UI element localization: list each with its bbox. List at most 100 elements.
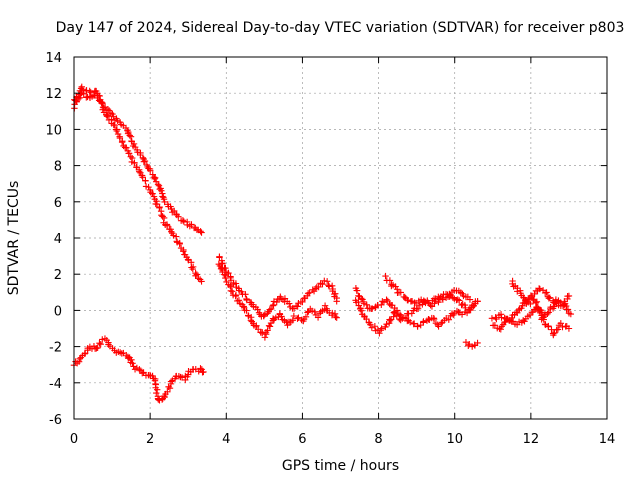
isolated-cluster-point (462, 339, 470, 346)
right-trace-a-point (358, 295, 365, 302)
upper-trace-a-point (161, 198, 168, 206)
y-tick-label: -6 (49, 413, 62, 428)
far-right-trace-c-point (538, 316, 545, 323)
right-trace-b-point (368, 324, 376, 331)
right-trace-c-point (422, 298, 429, 306)
lower-trace-point (125, 355, 132, 362)
lower-trace-point (178, 374, 186, 381)
upper-trace-b-point (119, 137, 126, 145)
mid-trace-a-point (323, 278, 331, 285)
right-trace-a-point (410, 320, 418, 327)
upper-trace-b-point (189, 265, 196, 273)
right-trace-a-point (406, 318, 414, 326)
mid-trace-a-point (285, 300, 293, 307)
upper-trace-a-point (175, 213, 182, 220)
lower-trace-point (139, 369, 146, 377)
upper-trace-b-point (198, 278, 205, 285)
upper-trace-b-point (159, 213, 166, 220)
mid-trace-b-point (227, 282, 234, 290)
far-right-trace-c-point (527, 300, 534, 308)
right-trace-a-point (396, 311, 404, 318)
far-right-trace-c-point (551, 299, 558, 307)
mid-trace-a-point (306, 289, 313, 296)
right-trace-b-point (367, 321, 374, 328)
mid-trace-b-point (290, 312, 298, 320)
right-trace-a-point (438, 319, 445, 327)
y-tick-label: 12 (45, 87, 62, 102)
far-right-trace-a-point (535, 285, 543, 292)
upper-trace-a-point (154, 181, 162, 188)
x-tick-label: 6 (298, 432, 306, 447)
right-trace-a-point (360, 300, 368, 307)
mid-trace-b-point (328, 311, 336, 319)
upper-trace-b-point (136, 168, 143, 175)
lower-trace-point (129, 360, 136, 367)
upper-trace-b-point (164, 222, 171, 229)
right-trace-c-point (404, 296, 412, 304)
far-right-trace-a-point (541, 289, 549, 297)
upper-trace-a-point (124, 127, 131, 134)
upper-trace-b-point (104, 112, 111, 119)
far-right-trace-a-point (514, 309, 521, 316)
x-tick-label: 8 (374, 432, 382, 447)
lower-trace-point (94, 344, 101, 352)
upper-trace-b-point (131, 159, 138, 166)
upper-trace-a-point (141, 157, 149, 165)
x-axis-label: GPS time / hours (282, 458, 399, 474)
upper-trace-b-point (75, 95, 82, 103)
lower-trace-point (200, 368, 207, 376)
upper-trace-b-point (142, 177, 149, 185)
grid (74, 57, 607, 419)
upper-trace-b-point (180, 248, 187, 255)
lower-trace-point (76, 355, 84, 363)
y-tick-label: -4 (49, 377, 62, 392)
upper-trace-a-point (151, 174, 159, 181)
right-trace-b-point (376, 330, 383, 337)
mid-trace-b-point (304, 309, 311, 316)
right-trace-b-point (402, 314, 410, 322)
mid-trace-b-point (311, 308, 318, 316)
y-tick-label: 6 (54, 196, 62, 211)
y-tick-label: 2 (54, 268, 62, 283)
mid-trace-b-point (222, 274, 229, 282)
upper-trace-a-point (158, 187, 165, 194)
upper-trace-b-point (76, 94, 84, 101)
right-trace-c-point (397, 289, 404, 296)
upper-trace-b-point (139, 174, 146, 181)
far-right-trace-b-point (545, 323, 552, 330)
right-trace-c-point (431, 297, 439, 305)
far-right-trace-c-point (564, 306, 572, 313)
mid-trace-a-point (319, 280, 326, 288)
lower-trace-point (197, 365, 204, 372)
right-trace-c-point (427, 301, 434, 309)
right-trace-b-point (358, 307, 365, 314)
upper-trace-a-point (188, 221, 195, 228)
mid-trace-a-point (299, 298, 306, 306)
right-trace-a-point (453, 307, 461, 315)
mid-trace-a-point (255, 309, 263, 316)
mid-trace-b-point (333, 314, 340, 321)
upper-trace-b-point (145, 183, 152, 191)
mid-trace-a-point (269, 302, 277, 309)
x-tick-label: 4 (222, 432, 230, 447)
mid-trace-b-point (243, 307, 250, 314)
far-right-trace-c-point (529, 296, 537, 303)
mid-trace-a-point (312, 285, 320, 292)
upper-trace-b-point (156, 204, 163, 212)
upper-trace-b-point (193, 271, 201, 278)
right-trace-a-point (435, 323, 442, 330)
upper-trace-b-point (153, 197, 160, 205)
far-right-trace-c-point (544, 310, 551, 318)
far-right-trace-a-point (546, 294, 553, 301)
lower-trace-point (97, 340, 104, 348)
right-trace-b-point (455, 297, 463, 304)
right-trace-b-point (414, 305, 422, 312)
mid-trace-a-point (264, 310, 271, 317)
upper-trace-a-point (160, 195, 168, 203)
far-right-trace-c-point (567, 310, 575, 318)
mid-trace-b-point (228, 288, 236, 295)
mid-trace-a-point (333, 298, 340, 305)
upper-trace-a-point (147, 167, 154, 174)
x-tick-label: 14 (599, 432, 616, 447)
